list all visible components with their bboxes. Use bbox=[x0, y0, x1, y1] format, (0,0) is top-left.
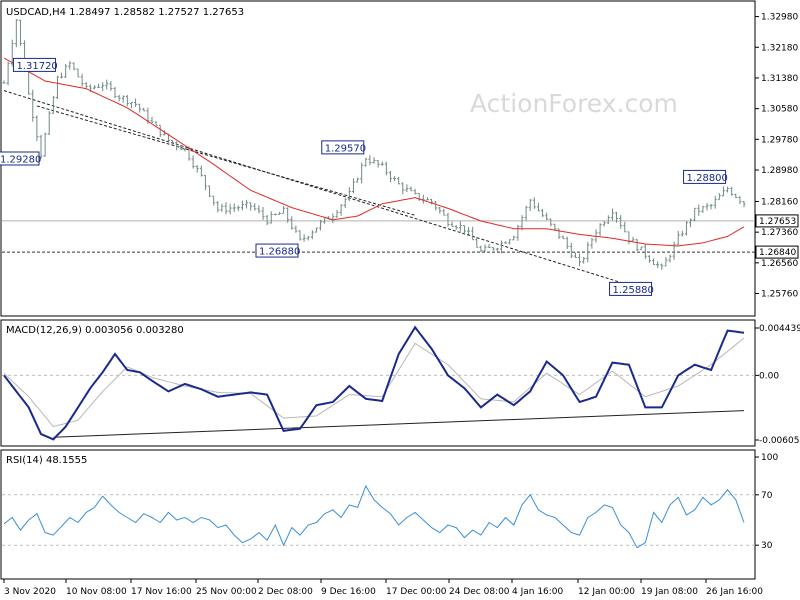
price-tick-label: 1.28980 bbox=[761, 166, 798, 176]
rsi-panel bbox=[0, 449, 756, 580]
rsi-line bbox=[3, 484, 745, 549]
price-annotation-label: 1.28800 bbox=[687, 173, 728, 184]
price-annotation-label: 1.26880 bbox=[259, 247, 300, 258]
rsi-title: RSI(14) 48.1555 bbox=[6, 455, 87, 466]
price-panel bbox=[0, 0, 756, 317]
macd-title: MACD(12,26,9) 0.003056 0.003280 bbox=[6, 325, 184, 336]
price-tick-label: 1.27360 bbox=[761, 228, 798, 238]
rsi-tick-label: 30 bbox=[761, 541, 773, 551]
x-tick-label: 26 Jan 16:00 bbox=[706, 587, 763, 597]
macd-signal-line bbox=[3, 337, 745, 428]
x-tick-label: 25 Nov 00:00 bbox=[196, 587, 257, 597]
price-annotation-label: 1.29280 bbox=[0, 155, 41, 166]
price-tick-label: 1.29780 bbox=[761, 135, 798, 145]
moving-average-line bbox=[3, 57, 745, 247]
x-tick-label: 3 Nov 2020 bbox=[4, 587, 56, 597]
rsi-tick-label: 70 bbox=[761, 491, 773, 501]
price-annotation-label: 1.29570 bbox=[325, 143, 366, 154]
price-tick-label: 1.26560 bbox=[761, 259, 798, 269]
macd-tick-label: 0.00 bbox=[759, 371, 779, 381]
macd-tick-label: 0.004439 bbox=[759, 324, 800, 334]
price-annotation-label: 1.31720 bbox=[16, 61, 57, 72]
price-tick-label: 1.25760 bbox=[761, 290, 798, 300]
price-tick-label: 1.32180 bbox=[761, 43, 798, 53]
macd-trendline bbox=[53, 410, 745, 438]
macd-layer bbox=[2, 325, 755, 441]
chart-title: USDCAD,H4 1.28497 1.28582 1.27527 1.2765… bbox=[6, 7, 244, 18]
current-price-tag: 1.27653 bbox=[759, 217, 796, 227]
price-tick-label: 1.30580 bbox=[761, 105, 798, 115]
price-tick-label: 1.32980 bbox=[761, 13, 798, 23]
price-annotation-box bbox=[12, 57, 56, 72]
x-tick-label: 24 Dec 08:00 bbox=[449, 587, 510, 597]
x-tick-label: 17 Nov 16:00 bbox=[131, 587, 192, 597]
support-price-tag: 1.26840 bbox=[759, 248, 796, 258]
price-annotation-box bbox=[321, 140, 365, 155]
x-tick-label: 10 Nov 08:00 bbox=[66, 587, 127, 597]
price-annotation-box bbox=[609, 281, 653, 296]
axis-layer: 1.32980 1.32180 1.31380 1.30580 1.29780 1.289… bbox=[3, 13, 800, 597]
price-annotation-box bbox=[683, 169, 727, 184]
watermark: ActionForex.com bbox=[470, 89, 678, 118]
price-tick-label: 1.31380 bbox=[761, 74, 798, 84]
macd-panel bbox=[0, 319, 756, 447]
x-tick-label: 17 Dec 00:00 bbox=[386, 587, 447, 597]
price-tick-label: 1.28160 bbox=[761, 197, 798, 207]
trendline bbox=[36, 105, 416, 216]
price-annotation-box bbox=[255, 243, 299, 258]
x-tick-label: 12 Jan 00:00 bbox=[578, 587, 635, 597]
price-annotation-box bbox=[0, 151, 40, 166]
x-tick-label: 4 Jan 16:00 bbox=[512, 587, 564, 597]
price-annotation-label: 1.25880 bbox=[613, 285, 654, 296]
trendline bbox=[3, 90, 621, 283]
x-tick-label: 2 Dec 08:00 bbox=[258, 587, 313, 597]
macd-tick-label: -0.006057 bbox=[759, 436, 800, 446]
x-tick-label: 19 Jan 08:00 bbox=[641, 587, 698, 597]
macd-line bbox=[3, 325, 745, 441]
price-layer: 1.31720 1.29280 1.29570 1.26880 1.28800 1.258… bbox=[0, 18, 755, 296]
rsi-tick-label: 100 bbox=[761, 453, 778, 463]
x-tick-label: 9 Dec 16:00 bbox=[321, 587, 376, 597]
rsi-layer bbox=[2, 484, 755, 549]
